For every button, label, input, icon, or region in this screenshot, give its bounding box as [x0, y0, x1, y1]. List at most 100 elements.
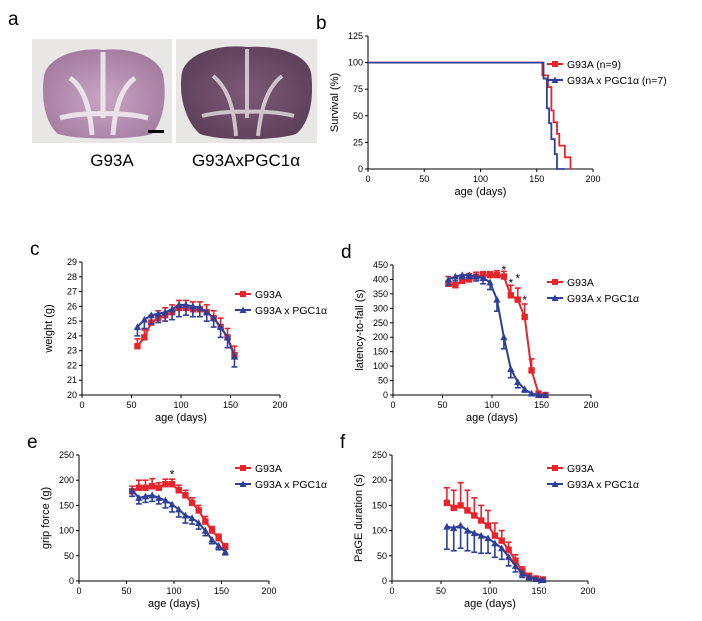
x-tick-label-f: 0 [389, 586, 394, 596]
x-tick-label-b: 0 [365, 174, 370, 184]
y-tick-label-e: 100 [59, 526, 74, 536]
x-tick-label-c: 200 [272, 400, 287, 410]
legend-label-g93a: G93A (n=9) [567, 59, 621, 71]
y-tick-label-c: 28 [67, 272, 77, 282]
x-tick-label-f: 150 [531, 586, 546, 596]
series-c-1: G93A x PGC1α [134, 301, 327, 367]
y-axis-label-e: grip force (g) [40, 487, 52, 549]
chart-f: f0501001502002500 50 100 150 200age (days)Pa… [340, 432, 639, 610]
legend-label-pgc: G93A x PGC1α [255, 305, 327, 317]
data-point-g93a [156, 485, 162, 491]
panel-a: a G93A G93AxPGC1α [8, 9, 317, 170]
y-tick-label-b: 50 [353, 111, 363, 121]
x-tick-label-d: 0 [390, 400, 395, 410]
y-tick-label-e: 0 [69, 576, 74, 586]
y-tick-label-b: 75 [353, 84, 363, 94]
data-point-g93a [528, 367, 534, 373]
data-point-g93a [485, 522, 491, 528]
significance-star-d: * [508, 276, 513, 290]
micrograph-g93a [32, 39, 172, 143]
x-tick-label-f: 50 [436, 586, 446, 596]
y-axis-label-b: Survival (%) [329, 73, 341, 132]
data-point-g93a [499, 537, 505, 543]
data-point-g93a [505, 547, 511, 553]
y-tick-label-c: 23 [67, 346, 77, 356]
legend-label-pgc: G93A x PGC1α [567, 479, 639, 491]
series-e-0: G93A [129, 463, 282, 550]
x-tick-label-d: 50 [437, 400, 447, 410]
panel-label-c: c [30, 239, 40, 260]
x-axis-label-c: age (days) [155, 412, 207, 424]
legend-marker-g93a [240, 291, 246, 297]
significance-star-d: * [515, 272, 520, 286]
survival-line-pgc [368, 63, 565, 169]
legend-marker-g93a [240, 465, 246, 471]
x-axis-label-d: age (days) [466, 412, 518, 424]
x-tick-label-f: 100 [482, 586, 497, 596]
data-point-g93a [136, 485, 142, 491]
data-point-g93a [215, 535, 221, 541]
y-axis-label-c: weight (g) [43, 304, 55, 353]
series-f-1: G93A x PGC1α [443, 479, 639, 583]
series-line-pgc [448, 275, 545, 395]
x-tick-label-e: 200 [261, 586, 276, 596]
x-tick-label-c: 150 [223, 400, 238, 410]
data-point-g93a [141, 334, 147, 340]
data-point-g93a [134, 343, 140, 349]
y-tick-label-c: 22 [67, 360, 77, 370]
y-tick-label-f: 100 [372, 526, 387, 536]
data-point-g93a [209, 527, 215, 533]
y-tick-label-f: 0 [382, 576, 387, 586]
series-d-1: G93A x PGC1α [445, 271, 639, 398]
y-tick-label-d: 300 [373, 303, 388, 313]
legend-label-pgc: G93A x PGC1α [255, 479, 327, 491]
y-tick-label-f: 150 [372, 500, 387, 510]
y-tick-label-c: 26 [67, 301, 77, 311]
caption-pgc1a: G93AxPGC1α [192, 151, 300, 170]
series-b-1: G93A x PGC1α (n=7) [368, 63, 667, 169]
data-point-pgc [493, 296, 500, 303]
legend-marker-g93a [552, 61, 558, 67]
data-point-pgc [507, 365, 514, 372]
data-point-g93a [162, 481, 168, 487]
chart-b: b02550751001250 50 100 150 200age (days)Surv… [316, 13, 667, 198]
legend-label-g93a: G93A [255, 463, 282, 475]
y-axis-label-f: PaGE duration (s) [353, 474, 365, 562]
y-tick-label-d: 200 [373, 332, 388, 342]
x-axis-label-b: age (days) [455, 186, 507, 198]
data-point-g93a [176, 487, 182, 493]
y-tick-label-c: 27 [67, 287, 77, 297]
data-point-g93a [182, 492, 188, 498]
data-point-g93a [478, 517, 484, 523]
legend-label-g93a: G93A [567, 463, 594, 475]
data-point-g93a [149, 483, 155, 489]
x-tick-label-c: 50 [126, 400, 136, 410]
chart-e: e0501001502002500 50 100 150 200age (days)gr… [27, 432, 327, 610]
legend-label-g93a: G93A [255, 289, 282, 301]
legend-label-g93a: G93A [567, 277, 594, 289]
x-tick-label-e: 0 [76, 586, 81, 596]
survival-line-g93a [368, 63, 571, 169]
data-point-g93a [492, 532, 498, 538]
y-tick-label-f: 250 [372, 450, 387, 460]
data-point-g93a [471, 512, 477, 518]
legend-label-pgc: G93A x PGC1α (n=7) [567, 75, 667, 87]
y-tick-label-b: 100 [348, 58, 363, 68]
data-point-g93a [444, 500, 450, 506]
x-tick-label-d: 200 [583, 400, 598, 410]
y-tick-label-e: 150 [59, 500, 74, 510]
x-tick-label-d: 150 [534, 400, 549, 410]
data-point-g93a [452, 282, 458, 288]
y-tick-label-d: 50 [378, 376, 388, 386]
y-tick-label-f: 50 [377, 551, 387, 561]
y-tick-label-d: 100 [373, 361, 388, 371]
data-point-pgc [457, 522, 464, 529]
y-tick-label-c: 25 [67, 316, 77, 326]
x-tick-label-b: 50 [419, 174, 429, 184]
x-tick-label-e: 100 [166, 586, 181, 596]
panel-label-f: f [340, 432, 346, 453]
y-tick-label-e: 50 [64, 551, 74, 561]
y-tick-label-d: 350 [373, 289, 388, 299]
series-c-0: G93A [134, 289, 282, 358]
y-tick-label-b: 0 [358, 164, 363, 174]
